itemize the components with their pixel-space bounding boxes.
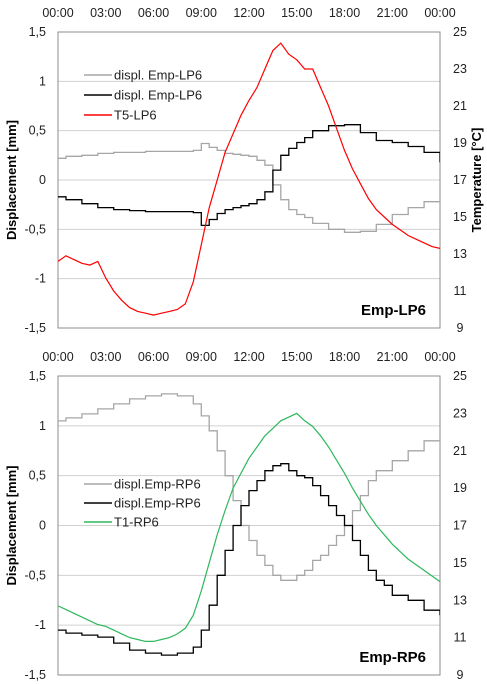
y2-tick-label: 19 <box>453 481 467 495</box>
y2-tick-label: 23 <box>453 406 467 420</box>
x-tick-label: 00:00 <box>424 350 455 364</box>
legend: displ. Emp-LP6 displ. Emp-LP6 T5-LP6 <box>84 68 202 123</box>
y2-tick-label: 25 <box>453 369 467 383</box>
y2-tick-label: 17 <box>453 519 467 533</box>
y-tick-label: 0 <box>39 519 46 533</box>
series-line-2 <box>58 124 440 227</box>
y-tick-label: -1 <box>35 272 46 286</box>
x-tick-label: 15:00 <box>281 350 312 364</box>
x-tick-label: 03:00 <box>90 6 121 20</box>
chart-panel-2: -1,5 -1 -0,5 0 0,5 1 1,5 9 11 13 15 17 19 21 23 25 00:00… <box>4 350 467 682</box>
y2-tick-label: 23 <box>453 62 467 76</box>
plot-area <box>57 31 441 329</box>
y-tick-label: -0,5 <box>24 568 46 582</box>
x-tick-label: 00:00 <box>42 6 73 20</box>
legend-label: displ. Emp-LP6 <box>114 68 202 83</box>
y-tick-label: -1,5 <box>24 668 46 682</box>
x-tick-label: 09:00 <box>186 6 217 20</box>
x-tick-label: 12:00 <box>233 350 264 364</box>
legend-label: displ. Emp-LP6 <box>114 88 202 103</box>
y-tick-label: 1 <box>39 74 46 88</box>
y-tick-label: -0,5 <box>24 222 46 236</box>
y2-tick-label: 21 <box>453 99 467 113</box>
y2-tick-label: 17 <box>453 173 467 187</box>
series-line-2 <box>58 463 440 656</box>
y2-tick-label: 11 <box>454 284 467 298</box>
plot-area <box>57 375 441 676</box>
x-tick-label: 09:00 <box>186 350 217 364</box>
legend-label: displ.Emp-RP6 <box>114 496 201 511</box>
x-tick-label: 21:00 <box>377 6 408 20</box>
x-tick-label: 06:00 <box>138 6 169 20</box>
x-tick-label: 00:00 <box>424 6 455 20</box>
y2-axis-title: Temperature [°C] <box>469 128 484 233</box>
y2-tick-label: 15 <box>453 210 467 224</box>
series-line-1 <box>58 142 440 233</box>
x-tick-label: 18:00 <box>329 350 360 364</box>
x-tick-label: 12:00 <box>233 6 264 20</box>
y-axis-title: Displacement [mm] <box>4 466 19 586</box>
y-tick-label: 0,5 <box>29 124 46 138</box>
series-line-1 <box>58 393 440 581</box>
y-tick-label: 0 <box>39 173 46 187</box>
y2-tick-label: 21 <box>453 444 467 458</box>
legend-label: T1-RP6 <box>114 515 159 530</box>
y2-tick-label: 15 <box>453 556 467 570</box>
legend: displ.Emp-RP6 displ.Emp-RP6 T1-RP6 <box>84 477 201 530</box>
y2-tick-label: 13 <box>453 593 467 607</box>
y2-tick-label: 11 <box>454 631 467 645</box>
y-axis-title: Displacement [mm] <box>4 120 19 240</box>
panel-label: Emp-RP6 <box>359 649 426 666</box>
x-tick-label: 21:00 <box>377 350 408 364</box>
panel-label: Emp-LP6 <box>361 302 426 319</box>
y2-tick-label: 9 <box>457 668 464 682</box>
series-line-3 <box>58 412 440 642</box>
legend-label: T5-LP6 <box>114 108 157 123</box>
x-tick-label: 15:00 <box>281 6 312 20</box>
y2-tick-label: 13 <box>453 247 467 261</box>
y-tick-label: -1,5 <box>24 321 46 335</box>
legend-label: displ.Emp-RP6 <box>114 477 201 492</box>
y-tick-label: 1,5 <box>29 369 46 383</box>
y-tick-label: 1 <box>39 419 46 433</box>
y-tick-label: -1 <box>35 618 46 632</box>
series-line-3 <box>58 42 440 316</box>
y2-tick-label: 25 <box>453 25 467 39</box>
y2-tick-label: 9 <box>457 321 464 335</box>
y-tick-label: 1,5 <box>29 25 46 39</box>
x-tick-label: 18:00 <box>329 6 360 20</box>
x-tick-label: 03:00 <box>90 350 121 364</box>
y-tick-label: 0,5 <box>29 469 46 483</box>
x-tick-label: 06:00 <box>138 350 169 364</box>
chart-panel-1: -1,5 -1 -0,5 0 0,5 1 1,5 9 11 13 15 17 19 21 23 25 00:00… <box>4 6 484 335</box>
x-tick-label: 00:00 <box>42 350 73 364</box>
y2-tick-label: 19 <box>453 136 467 150</box>
